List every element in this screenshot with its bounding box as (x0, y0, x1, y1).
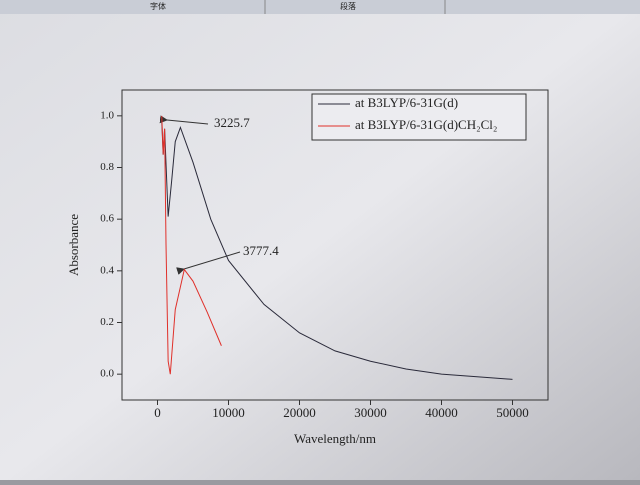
x-tick-label: 20000 (283, 405, 316, 420)
series-line (161, 115, 222, 375)
legend-box (311, 93, 527, 141)
x-tick-label: 40000 (425, 405, 458, 420)
x-tick-label: 30000 (354, 405, 387, 420)
annotation: 3225.7 (214, 115, 250, 130)
y-tick-label: 0.0 (100, 368, 114, 380)
x-axis-label: Wavelength/nm (294, 431, 376, 446)
legend-label: at B3LYP/6-31G(d) (355, 95, 458, 110)
toolbar (0, 0, 640, 14)
x-tick-label: 10000 (212, 405, 245, 420)
toolbar-tab[interactable]: 段落 (340, 1, 356, 11)
annotation: 3777.4 (243, 243, 279, 258)
arrow (159, 115, 209, 125)
y-tick-label: 0.8 (100, 161, 114, 173)
x-tick-label: 50000 (496, 405, 529, 420)
arrow (176, 251, 241, 275)
y-tick-label: 0.2 (100, 316, 114, 328)
legend-label: at B3LYP/6-31G(d)CH₂Cl₂ (355, 117, 497, 132)
y-axis-label: Absorbance (66, 214, 81, 276)
plot-frame (121, 89, 549, 401)
y-tick-label: 0.6 (100, 213, 114, 225)
y-tick-label: 0.4 (100, 264, 114, 276)
x-tick-label: 0 (154, 405, 161, 420)
toolbar-tab[interactable]: 字体 (150, 1, 166, 11)
series-line (161, 120, 513, 380)
y-tick-label: 1.0 (100, 109, 114, 121)
